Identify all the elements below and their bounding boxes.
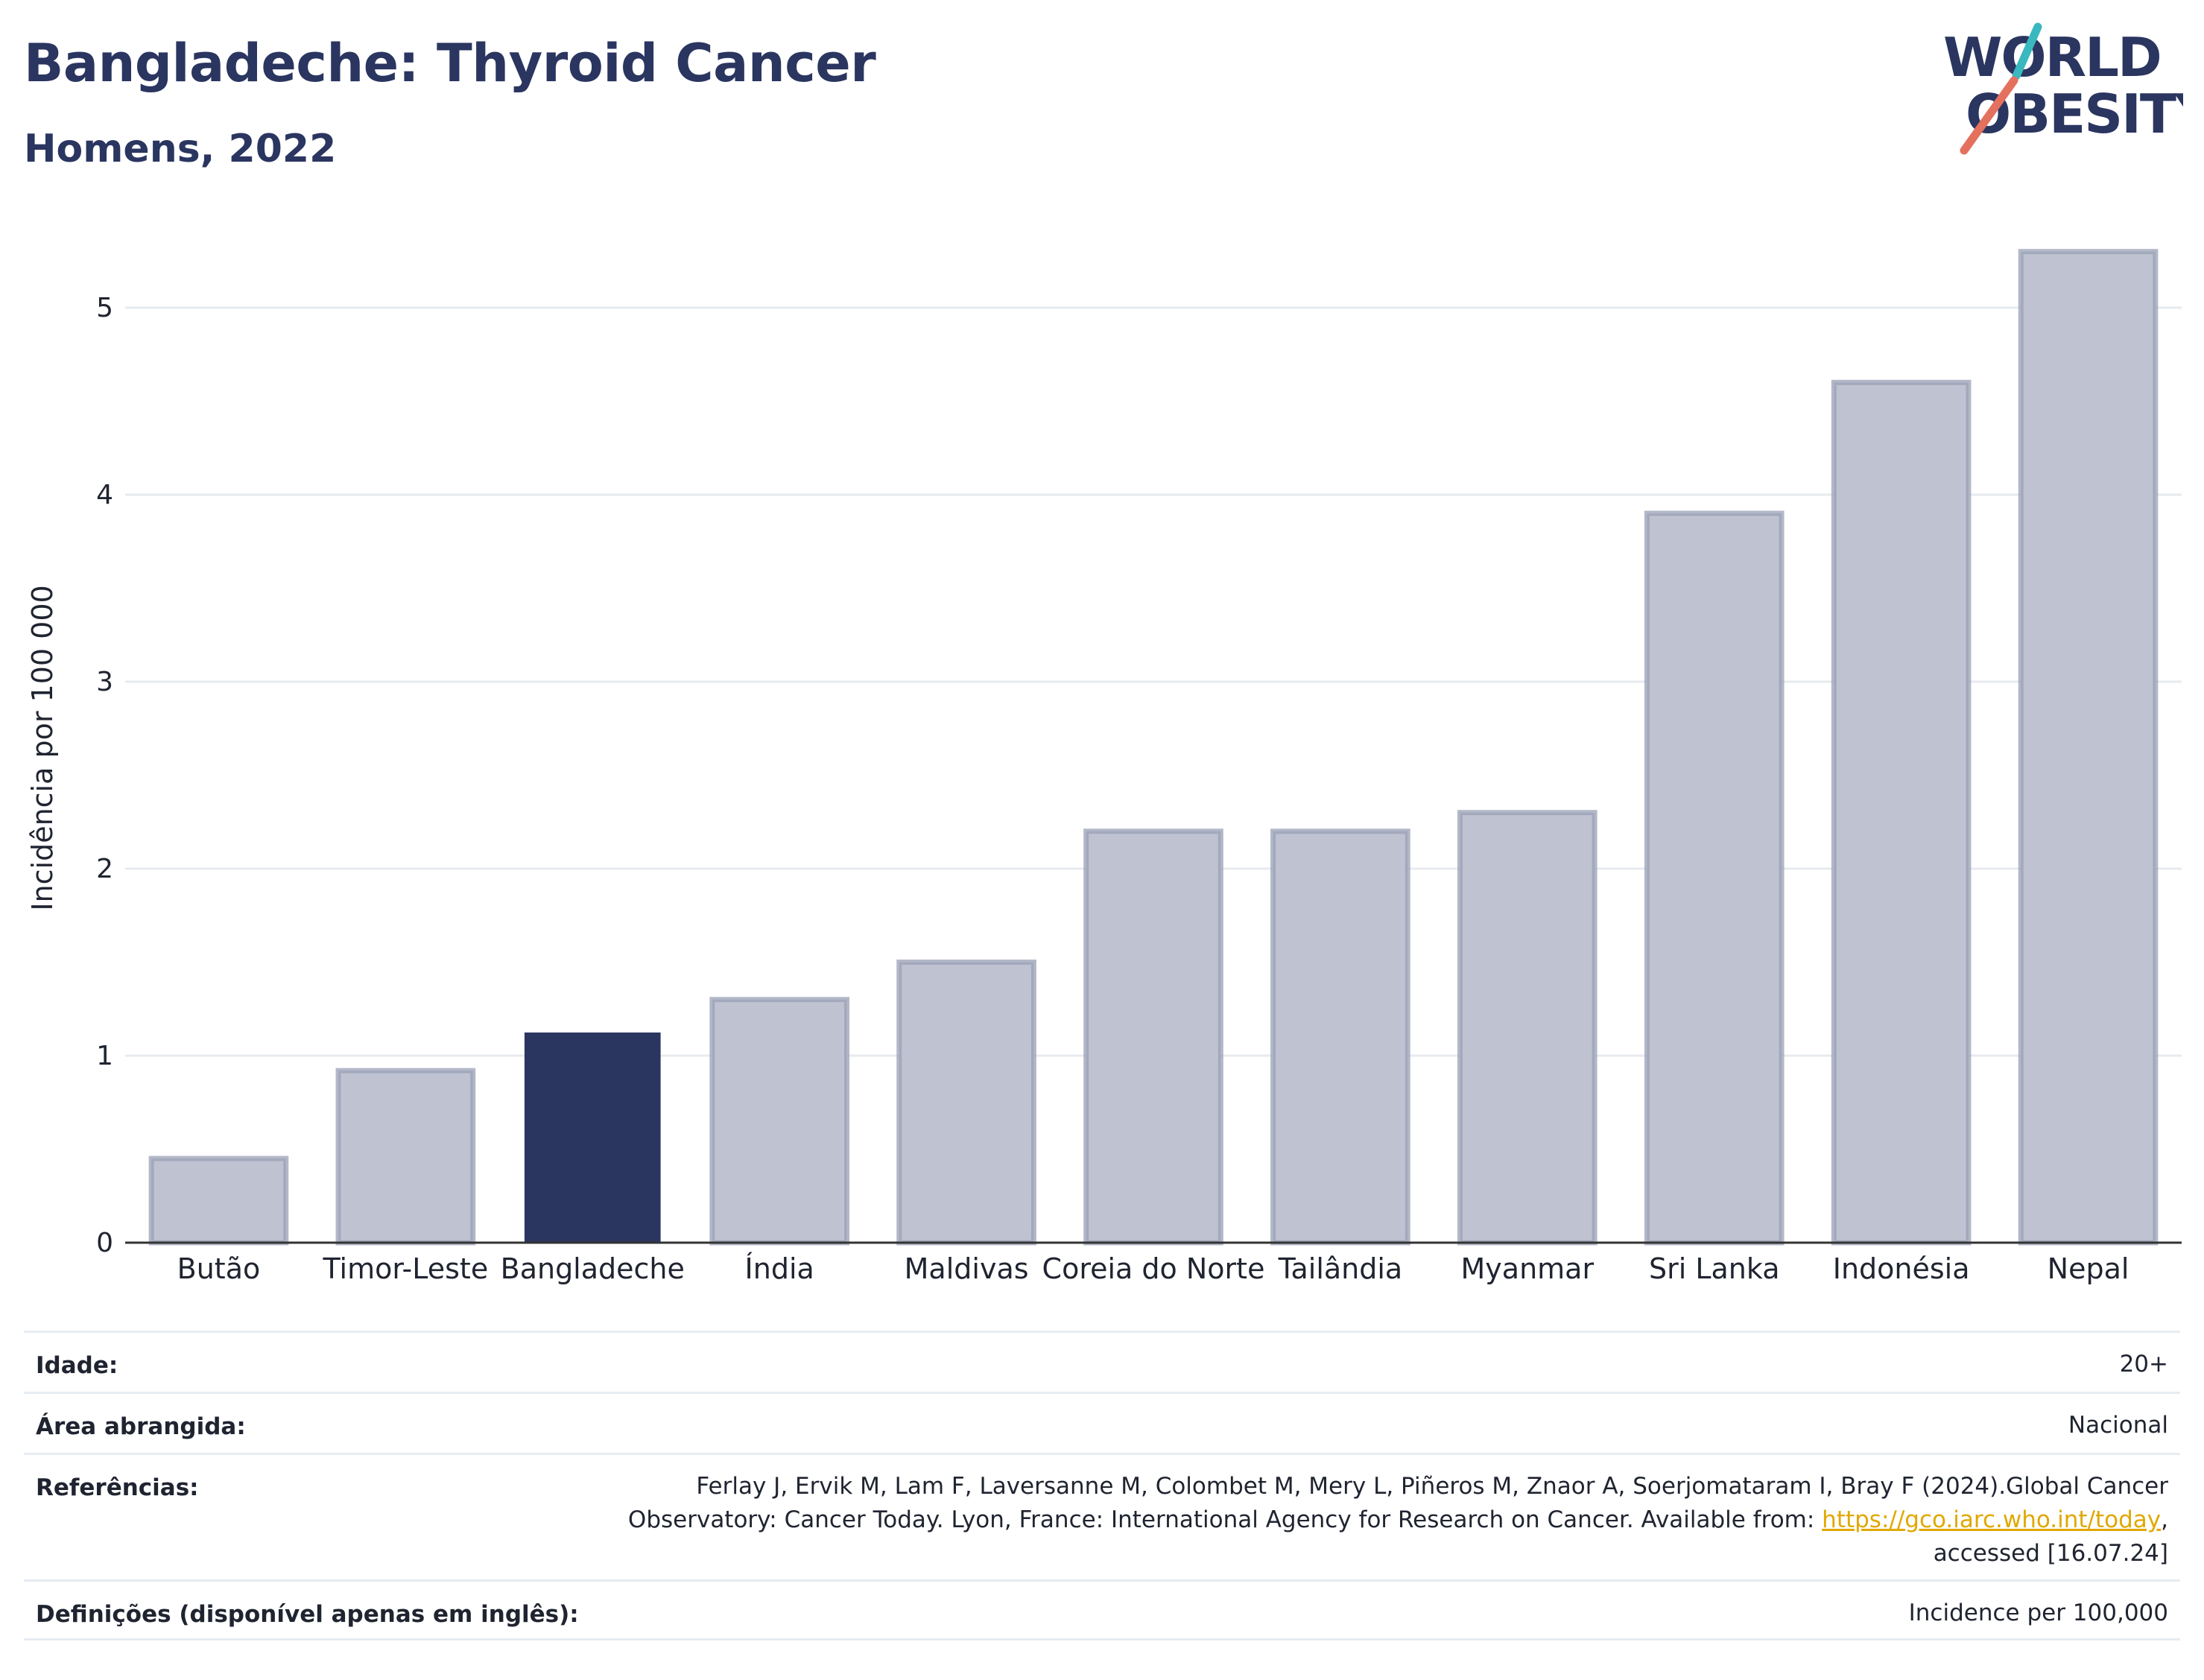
bar-timor-leste [335, 1068, 476, 1246]
logo-slash-coral-icon [1960, 76, 2018, 155]
area-value: Nacional [2068, 1412, 2168, 1439]
x-tick-label: Myanmar [1461, 1252, 1595, 1285]
bar-sri-lanka [1644, 510, 1785, 1246]
y-tick-label: 3 [96, 667, 113, 697]
x-tick-label: Coreia do Norte [1042, 1252, 1265, 1285]
meta-row-references: Referências: Ferlay J, Ervik M, Lam F, L… [24, 1453, 2180, 1579]
bar-chart: 0 1 2 3 4 5 Incidência por 100 000 Butão Timor-L… [26, 249, 2182, 1285]
meta-row-definitions: Definições (disponível apenas em inglês)… [24, 1579, 2180, 1641]
x-tick-label: Butão [177, 1252, 261, 1285]
x-tick-label: Bangladeche [501, 1252, 685, 1285]
x-tick-label: Nepal [2048, 1252, 2129, 1285]
logo-line-1: WORLD [1943, 26, 2161, 89]
logo-slash-teal-icon [2012, 22, 2042, 80]
age-value: 20+ [2119, 1351, 2168, 1378]
bar-índia [709, 997, 850, 1246]
x-tick-label: Maldivas [905, 1252, 1029, 1285]
world-obesity-logo: WORLD OBESITY [1943, 22, 2183, 155]
x-tick-label: Índia [745, 1252, 814, 1285]
bar-tailândia [1270, 828, 1410, 1246]
bar-indonésia [1831, 379, 1972, 1246]
references-text: Ferlay J, Ervik M, Lam F, Laversanne M, … [627, 1473, 2168, 1533]
y-tick-label: 2 [96, 854, 113, 884]
chart-subtitle: Homens, 2022 [24, 127, 337, 171]
references-label: Referências: [36, 1474, 199, 1501]
references-accessed: , accessed [16.07.24] [1933, 1506, 2168, 1567]
x-tick-label: Indonésia [1833, 1252, 1970, 1285]
definitions-value: Incidence per 100,000 [1908, 1600, 2168, 1626]
bar-maldivas [896, 959, 1036, 1246]
bar-coreia-do-norte [1083, 828, 1223, 1246]
x-tick-label: Timor-Leste [322, 1252, 488, 1285]
bar-myanmar [1457, 810, 1597, 1246]
y-tick-label: 4 [96, 480, 113, 510]
x-tick-label: Sri Lanka [1649, 1252, 1780, 1285]
y-tick-label: 1 [96, 1041, 113, 1071]
bar-nepal [2018, 249, 2159, 1246]
x-tick-label: Tailândia [1278, 1252, 1403, 1285]
meta-row-area: Área abrangida: Nacional [24, 1392, 2180, 1453]
area-label: Área abrangida: [36, 1413, 246, 1440]
age-label: Idade: [36, 1352, 118, 1379]
bar-bangladeche [524, 1032, 661, 1244]
y-tick-label: 5 [96, 293, 113, 323]
references-value: Ferlay J, Ervik M, Lam F, Laversanne M, … [604, 1470, 2168, 1570]
chart-title: Bangladeche: Thyroid Cancer [24, 33, 876, 94]
y-tick-label: 0 [96, 1228, 113, 1258]
y-axis-label: Incidência por 100 000 [26, 585, 59, 910]
meta-row-age: Idade: 20+ [24, 1331, 2180, 1392]
metadata-table: Idade: 20+ Área abrangida: Nacional Refe… [24, 1331, 2180, 1641]
definitions-label: Definições (disponível apenas em inglês)… [36, 1601, 579, 1628]
references-link[interactable]: https://gco.iarc.who.int/today [1822, 1506, 2162, 1533]
bar-butão [148, 1156, 289, 1246]
